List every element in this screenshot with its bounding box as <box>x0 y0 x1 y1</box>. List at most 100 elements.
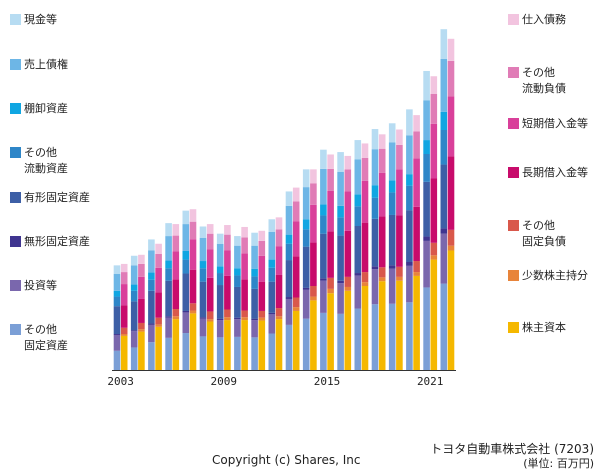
asset-bar-2017-その他固定資産 <box>354 308 362 370</box>
asset-bar-2016-その他流動資産 <box>337 217 344 236</box>
liability-bar-2011-その他固定負債 <box>258 310 266 318</box>
asset-bar-2017-現金等 <box>354 140 362 160</box>
liability-bar-2016-長期借入金等 <box>344 230 352 277</box>
asset-bar-2012-無形固定資産 <box>268 312 276 315</box>
liability-bar-2022-株主資本 <box>447 250 455 370</box>
liability-bar-2004-その他流動負債 <box>138 263 145 277</box>
legend-swatch <box>10 236 21 247</box>
asset-bar-2021-有形固定資産 <box>423 181 430 237</box>
liability-bar-2015-長期借入金等 <box>327 231 334 278</box>
asset-bar-2005-棚卸資産 <box>148 272 155 280</box>
liability-bar-2014-少数株主持分 <box>310 296 317 301</box>
liability-bar-2013-長期借入金等 <box>292 256 300 298</box>
liability-bar-2020-長期借入金等 <box>413 206 420 262</box>
asset-bar-2013-無形固定資産 <box>285 297 293 299</box>
asset-bar-2021-現金等 <box>423 70 430 101</box>
liability-bar-2015-その他流動負債 <box>327 168 334 191</box>
asset-bar-2010-有形固定資産 <box>234 286 241 318</box>
liability-bar-2013-その他流動負債 <box>292 201 300 222</box>
asset-bar-2017-売上債権 <box>354 159 362 195</box>
asset-bar-2021-棚卸資産 <box>423 140 430 154</box>
liability-bar-2008-仕入債務 <box>206 224 214 234</box>
liability-bar-2020-その他固定負債 <box>413 261 420 273</box>
liability-bar-2016-その他固定負債 <box>344 276 352 287</box>
liability-bar-2010-その他流動負債 <box>241 237 248 254</box>
legend-swatch <box>10 147 21 158</box>
asset-bar-2003-その他固定資産 <box>113 350 121 370</box>
legend-swatch <box>508 67 519 78</box>
asset-bar-2010-棚卸資産 <box>234 268 241 276</box>
asset-legend-item: その他 固定資産 <box>10 322 68 354</box>
liability-bar-2007-仕入債務 <box>189 209 197 222</box>
liability-legend-item: 株主資本 <box>508 320 566 336</box>
asset-bar-2003-その他流動資産 <box>113 296 121 307</box>
asset-bar-2013-有形固定資産 <box>285 260 293 298</box>
liability-bar-2019-その他流動負債 <box>396 144 403 170</box>
liability-bar-2017-短期借入金等 <box>361 180 369 223</box>
liability-bar-2013-その他固定負債 <box>292 297 300 308</box>
liability-bar-2009-仕入債務 <box>224 225 231 235</box>
liability-bar-2015-その他固定負債 <box>327 277 334 289</box>
liability-bar-2009-その他流動負債 <box>224 234 231 251</box>
liability-bar-2020-少数株主持分 <box>413 272 420 276</box>
asset-bar-2014-棚卸資産 <box>302 219 310 230</box>
asset-bar-2008-投資等 <box>199 318 207 337</box>
asset-bar-2014-売上債権 <box>302 187 310 220</box>
asset-bar-2010-その他流動資産 <box>234 275 241 287</box>
asset-bar-2004-その他固定資産 <box>130 347 138 370</box>
asset-bar-2018-無形固定資産 <box>371 266 379 270</box>
asset-bar-2003-投資等 <box>113 334 121 351</box>
asset-bar-2015-投資等 <box>320 280 327 313</box>
liability-bar-2005-長期借入金等 <box>155 292 162 318</box>
asset-bar-2021-その他流動資産 <box>423 154 430 182</box>
asset-bar-2012-棚卸資産 <box>268 259 276 268</box>
asset-bar-2015-無形固定資産 <box>320 278 327 281</box>
asset-legend-item: 売上債権 <box>10 57 68 73</box>
asset-bar-2011-投資等 <box>251 320 258 338</box>
asset-bar-2011-売上債権 <box>251 245 258 269</box>
legend-label: その他 流動資産 <box>24 146 68 175</box>
liability-bar-2010-株主資本 <box>241 320 248 370</box>
bar-groups <box>113 29 455 370</box>
asset-bar-2010-その他固定資産 <box>234 336 241 370</box>
asset-bar-2012-売上債権 <box>268 231 276 260</box>
asset-bar-2006-売上債権 <box>165 236 172 261</box>
asset-bar-2022-有形固定資産 <box>440 164 448 229</box>
liability-bar-2016-仕入債務 <box>344 155 352 170</box>
liability-legend-item: 少数株主持分 <box>508 268 588 284</box>
asset-bar-2008-現金等 <box>199 226 207 238</box>
asset-bar-2012-有形固定資産 <box>268 281 276 313</box>
asset-bar-2008-無形固定資産 <box>199 317 207 319</box>
asset-bar-2005-その他流動資産 <box>148 279 155 291</box>
liability-bar-2020-短期借入金等 <box>413 158 420 207</box>
asset-bar-2010-無形固定資産 <box>234 317 241 320</box>
asset-bar-2019-投資等 <box>388 268 396 304</box>
liability-bar-2021-長期借入金等 <box>430 178 438 243</box>
asset-bar-2017-有形固定資産 <box>354 226 362 274</box>
legend-swatch <box>508 270 519 281</box>
liability-bar-2018-長期借入金等 <box>378 216 386 268</box>
liability-bar-2017-株主資本 <box>361 286 369 370</box>
liability-bar-2012-長期借入金等 <box>275 274 283 309</box>
x-tick-label-2021: 2021 <box>417 375 444 388</box>
liability-bar-2016-少数株主持分 <box>344 286 352 291</box>
asset-bar-2005-現金等 <box>148 239 155 251</box>
liability-bar-2008-少数株主持分 <box>206 319 214 322</box>
asset-bar-2014-有形固定資産 <box>302 246 310 288</box>
liability-bar-2017-その他固定負債 <box>361 272 369 283</box>
asset-bar-2004-売上債権 <box>130 265 138 285</box>
asset-bar-2013-現金等 <box>285 191 293 206</box>
asset-bar-2019-無形固定資産 <box>388 265 396 269</box>
asset-bar-2006-その他流動資産 <box>165 268 172 281</box>
asset-bar-2017-投資等 <box>354 275 362 309</box>
liability-bar-2021-少数株主持分 <box>430 255 438 260</box>
liability-bar-2021-短期借入金等 <box>430 123 438 179</box>
asset-bar-2019-その他流動資産 <box>388 192 396 215</box>
liability-bar-2004-長期借入金等 <box>138 298 145 323</box>
asset-bar-2019-棚卸資産 <box>388 180 396 193</box>
legend-swatch <box>508 167 519 178</box>
asset-bar-2013-売上債権 <box>285 205 293 235</box>
liability-bar-2007-短期借入金等 <box>189 239 197 270</box>
liability-legend-item: その他 固定負債 <box>508 218 566 250</box>
legend-label: 売上債権 <box>24 58 68 71</box>
